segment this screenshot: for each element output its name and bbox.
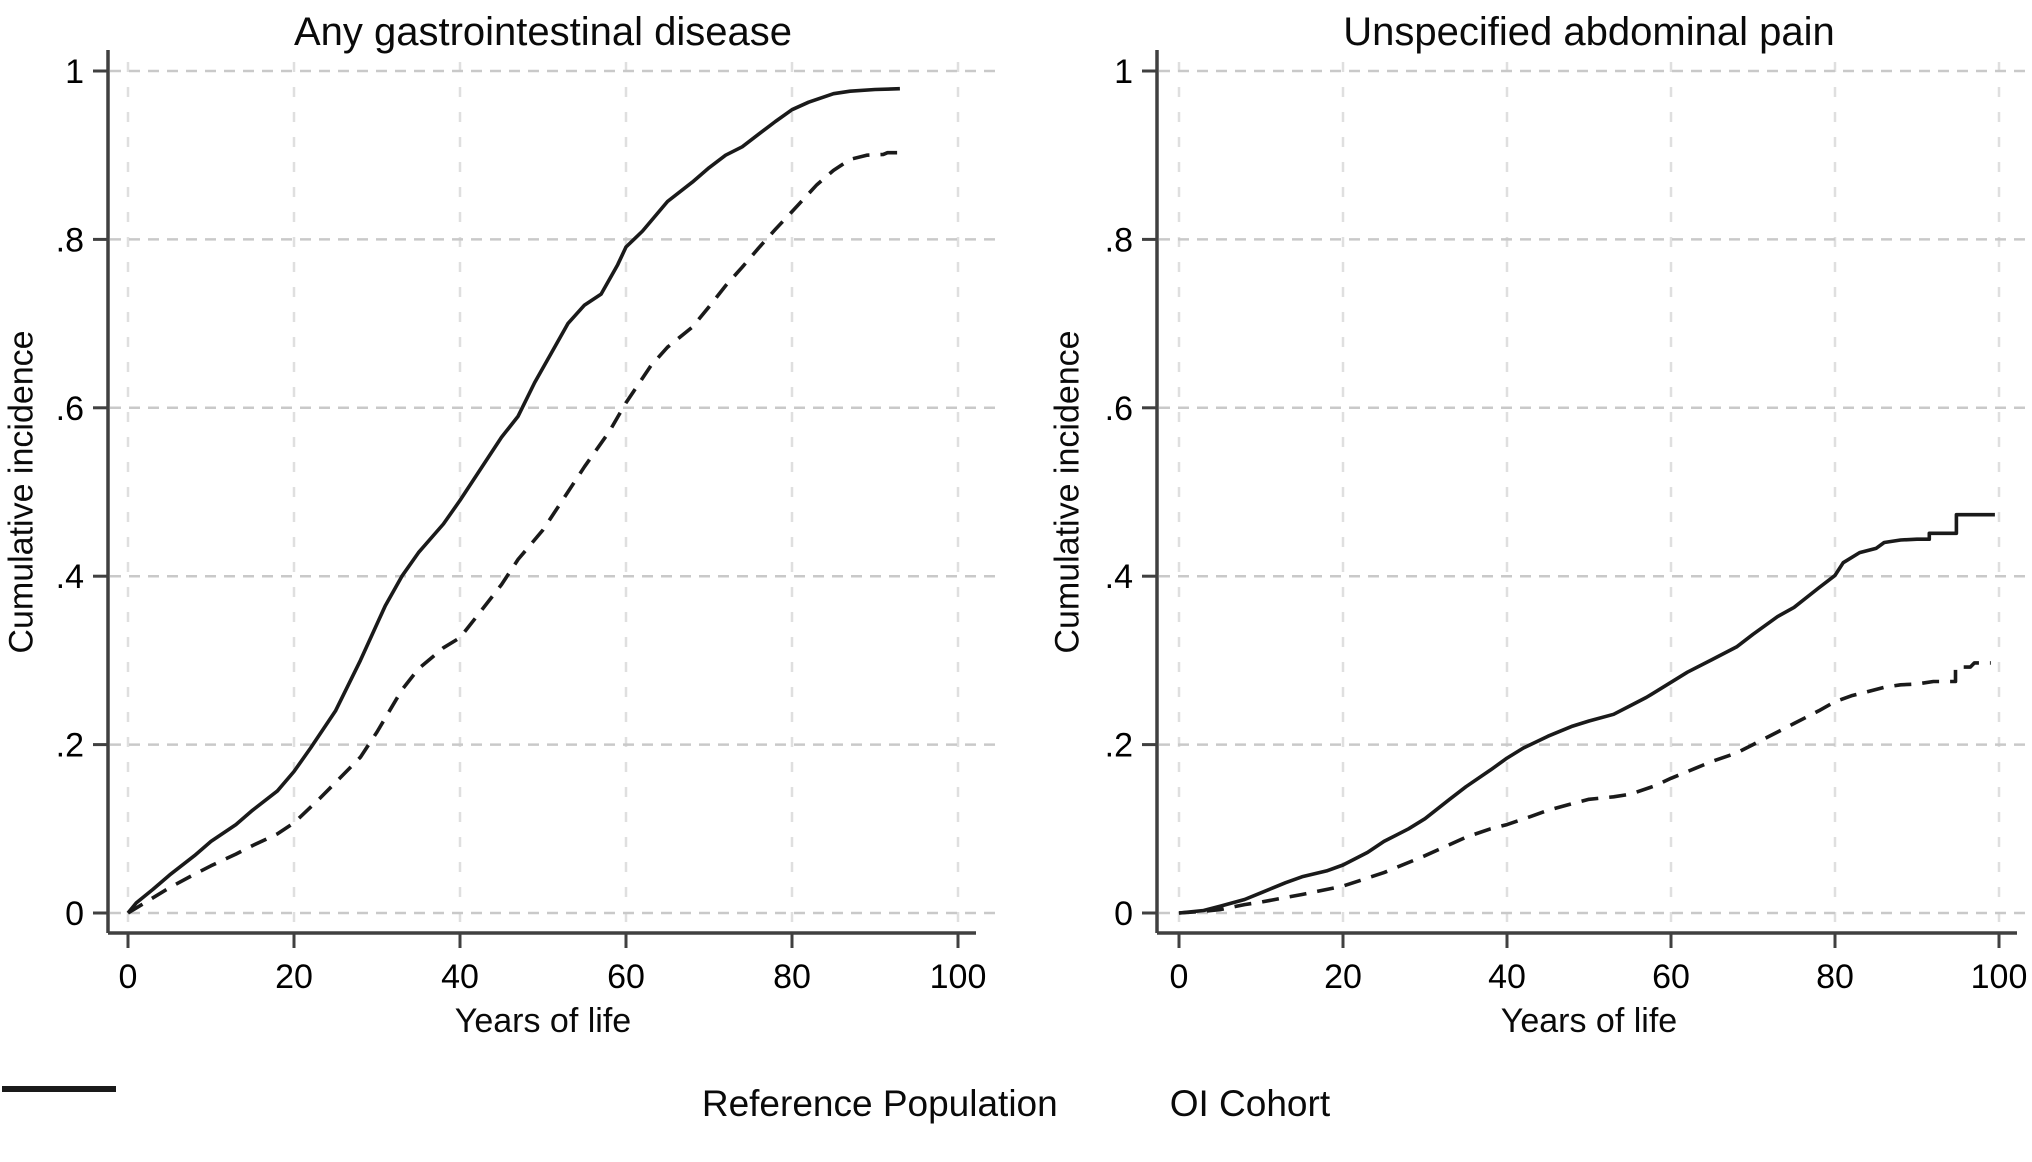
panel-left-y-axis-label: Cumulative incidence (2, 330, 41, 654)
panel-left-title: Any gastrointestinal disease (293, 10, 793, 54)
x-tick-label: 60 (607, 958, 645, 996)
x-tick-label: 20 (1324, 958, 1362, 996)
y-tick-label: .2 (56, 727, 84, 765)
x-tick-label: 0 (1170, 958, 1189, 996)
legend: Reference Population OI Cohort (0, 1083, 2032, 1125)
y-tick-label: .4 (56, 558, 84, 596)
solid-line-sample-icon (2, 1086, 116, 1092)
series-line-oi-cohort (126, 86, 900, 915)
y-tick-label: 1 (65, 53, 84, 91)
panel-right-y-axis-label: Cumulative incidence (1048, 330, 1087, 654)
x-tick-label: 80 (1816, 958, 1854, 996)
x-tick-label: 100 (930, 958, 987, 996)
series-line-oi-cohort (1178, 512, 1995, 915)
x-tick-label: 20 (275, 958, 313, 996)
y-tick-label: .2 (1105, 727, 1133, 765)
y-tick-label: 0 (1114, 895, 1133, 933)
legend-item-oi-cohort: OI Cohort (2, 1083, 1331, 1125)
series-line-reference-population (127, 150, 900, 915)
legend-item-reference-population: Reference Population (2, 1083, 1058, 1125)
panel-left-x-axis-label: Years of life (454, 1002, 632, 1040)
y-tick-label: .8 (56, 221, 84, 259)
y-tick-label: .4 (1105, 558, 1133, 596)
y-tick-label: 0 (65, 895, 84, 933)
panel-right-title: Unspecified abdominal pain (1343, 10, 1835, 54)
x-tick-label: 60 (1652, 958, 1690, 996)
y-tick-label: .8 (1105, 221, 1133, 259)
legend-label-oi-cohort: OI Cohort (1169, 1083, 1331, 1124)
panel-right-x-axis-label: Years of life (1500, 1002, 1678, 1040)
x-tick-label: 80 (773, 958, 811, 996)
x-tick-label: 0 (119, 958, 138, 996)
x-tick-label: 100 (1971, 958, 2028, 996)
series-line-reference-population (1178, 661, 1991, 915)
x-tick-label: 40 (441, 958, 479, 996)
legend-label-reference-population: Reference Population (701, 1083, 1058, 1124)
x-tick-label: 40 (1488, 958, 1526, 996)
y-tick-label: .6 (1105, 390, 1133, 428)
y-tick-label: 1 (1114, 53, 1133, 91)
y-tick-label: .6 (56, 390, 84, 428)
